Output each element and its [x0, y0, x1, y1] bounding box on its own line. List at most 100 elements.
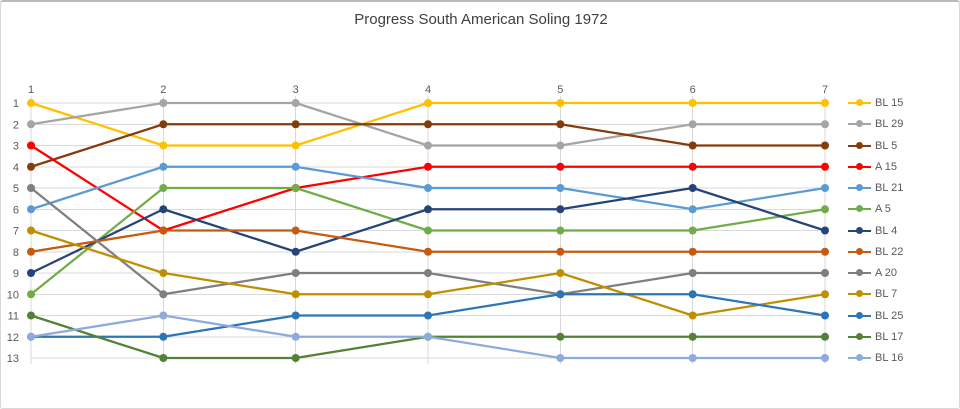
data-point-BL-17	[688, 332, 697, 341]
data-point-BL-16	[688, 354, 697, 362]
y-tick-label: 2	[13, 119, 19, 131]
data-point-BL-29	[159, 99, 168, 107]
data-point-BL-25	[688, 290, 697, 299]
data-point-BL-16	[27, 332, 35, 341]
data-point-BL-25	[424, 311, 432, 320]
data-point-BL-16	[291, 332, 300, 341]
data-point-BL-15	[688, 99, 697, 107]
data-point-BL-22	[27, 247, 35, 256]
data-point-BL-29	[424, 141, 432, 150]
x-tick-label: 4	[425, 84, 431, 96]
data-point-BL-7	[821, 290, 829, 299]
y-tick-label: 1	[13, 98, 19, 110]
data-point-A-5	[688, 226, 697, 235]
data-point-BL-17	[291, 354, 300, 362]
data-point-BL-21	[159, 162, 168, 171]
data-point-BL-4	[159, 205, 168, 214]
data-point-BL-29	[556, 141, 565, 150]
data-point-BL-22	[424, 247, 432, 256]
x-tick-label: 3	[293, 84, 299, 96]
data-point-BL-15	[821, 99, 829, 107]
data-point-BL-4	[556, 205, 565, 214]
data-point-A-20	[159, 290, 168, 299]
data-point-BL-4	[688, 184, 697, 192]
data-point-BL-22	[688, 247, 697, 256]
data-point-A-5	[821, 205, 829, 214]
x-tick-label: 5	[557, 84, 563, 96]
data-point-BL-7	[27, 226, 35, 235]
x-tick-label: 1	[28, 84, 34, 96]
data-point-BL-5	[27, 162, 35, 171]
data-point-BL-21	[556, 184, 565, 192]
data-point-BL-15	[27, 99, 35, 107]
data-point-BL-4	[27, 269, 35, 277]
data-point-BL-21	[291, 162, 300, 171]
chart-title: Progress South American Soling 1972	[354, 11, 608, 28]
data-point-BL-29	[27, 120, 35, 129]
data-point-A-20	[688, 269, 697, 277]
data-point-A-15	[424, 162, 432, 171]
data-point-BL-25	[291, 311, 300, 320]
data-point-BL-15	[424, 99, 432, 107]
data-point-BL-7	[556, 269, 565, 277]
data-point-A-20	[424, 269, 432, 277]
y-tick-label: 7	[13, 226, 19, 238]
data-point-BL-16	[556, 354, 565, 362]
data-point-BL-21	[424, 184, 432, 192]
data-point-A-5	[556, 226, 565, 235]
data-point-BL-22	[159, 226, 168, 235]
data-point-BL-15	[291, 141, 300, 150]
data-point-A-20	[27, 184, 35, 192]
data-point-BL-17	[159, 354, 168, 362]
data-point-BL-22	[821, 247, 829, 256]
y-tick-label: 12	[7, 332, 19, 344]
data-point-A-15	[821, 162, 829, 171]
data-point-BL-4	[291, 247, 300, 256]
data-point-BL-5	[556, 120, 565, 129]
data-point-BL-29	[291, 99, 300, 107]
data-point-BL-21	[688, 205, 697, 214]
data-point-BL-4	[424, 205, 432, 214]
data-point-BL-29	[688, 120, 697, 129]
data-point-BL-15	[556, 99, 565, 107]
data-point-BL-16	[159, 311, 168, 320]
data-point-A-5	[291, 184, 300, 192]
data-point-BL-7	[688, 311, 697, 320]
data-point-A-5	[27, 290, 35, 299]
data-point-BL-22	[291, 226, 300, 235]
data-point-A-20	[291, 269, 300, 277]
y-tick-label: 4	[13, 162, 19, 174]
data-point-BL-5	[821, 141, 829, 150]
data-point-BL-15	[159, 141, 168, 150]
data-point-A-20	[821, 269, 829, 277]
data-point-BL-5	[291, 120, 300, 129]
data-point-BL-25	[556, 290, 565, 299]
y-tick-label: 9	[13, 268, 19, 280]
y-tick-label: 6	[13, 204, 19, 216]
y-tick-label: 8	[13, 247, 19, 259]
data-point-BL-21	[821, 184, 829, 192]
data-point-BL-22	[556, 247, 565, 256]
data-point-BL-16	[821, 354, 829, 362]
y-tick-label: 3	[13, 141, 19, 153]
data-point-BL-25	[159, 332, 168, 341]
y-tick-label: 10	[7, 289, 19, 301]
data-point-BL-16	[424, 332, 432, 341]
data-point-BL-21	[27, 205, 35, 214]
data-point-BL-7	[159, 269, 168, 277]
data-point-BL-7	[291, 290, 300, 299]
x-tick-label: 6	[690, 84, 696, 96]
data-point-BL-17	[556, 332, 565, 341]
x-tick-label: 7	[822, 84, 828, 96]
data-point-BL-17	[27, 311, 35, 320]
data-point-BL-29	[821, 120, 829, 129]
x-tick-label: 2	[160, 84, 166, 96]
data-point-A-5	[424, 226, 432, 235]
data-point-BL-17	[821, 332, 829, 341]
data-point-A-5	[159, 184, 168, 192]
y-tick-label: 11	[8, 311, 19, 323]
data-point-A-15	[556, 162, 565, 171]
data-point-BL-5	[159, 120, 168, 129]
